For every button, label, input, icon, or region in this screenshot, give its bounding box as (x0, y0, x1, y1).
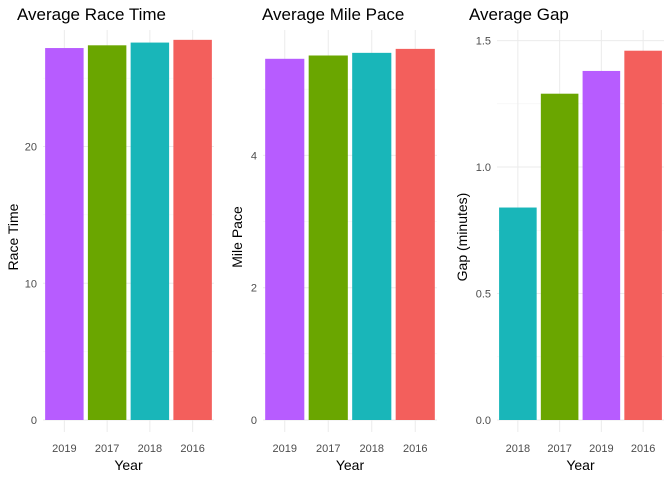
bar-2018 (499, 207, 537, 420)
bar-2016 (395, 48, 435, 420)
x-tick-label: 2016 (631, 443, 655, 455)
y-tick-label: 20 (25, 142, 37, 154)
y-tick-label: 0.5 (476, 289, 491, 301)
x-tick-label: 2019 (273, 443, 297, 455)
x-tick-label: 2018 (360, 443, 384, 455)
y-tick-label: 1.0 (476, 162, 491, 174)
y-tick-label: 0.0 (476, 415, 491, 427)
chart-panel-3: 0.0 0.5 1.0 1.5 2018 2017 2019 2016 Year Gap (min… (454, 5, 664, 473)
bar-2017 (87, 45, 127, 420)
bar-2016 (624, 50, 662, 421)
y-tick-label: 1.5 (476, 36, 491, 48)
y-tick-label: 0 (31, 415, 37, 427)
chart-panel-1: 0 10 20 2019 2017 2018 2016 Year Race Time Averag… (5, 5, 214, 473)
bar-2019 (265, 58, 305, 421)
y-tick-label: 2 (251, 283, 257, 295)
x-axis-label: Year (566, 457, 595, 473)
y-axis-label: Gap (minutes) (454, 193, 470, 282)
x-tick-label: 2019 (589, 443, 613, 455)
y-axis-label: Mile Pace (229, 206, 245, 268)
chart-title: Average Race Time (17, 5, 166, 24)
x-tick-label: 2016 (180, 443, 204, 455)
bar-2018 (130, 42, 170, 420)
x-tick-label: 2018 (138, 443, 162, 455)
y-tick-label: 10 (25, 278, 37, 290)
chart-panel-2: 0 2 4 2019 2017 2018 2016 Year Mile Pace Average … (229, 5, 437, 473)
bar-2018 (352, 52, 392, 420)
x-axis-label: Year (114, 457, 143, 473)
chart-title: Average Gap (469, 5, 569, 24)
x-axis-label: Year (336, 457, 365, 473)
x-tick-label: 2017 (95, 443, 119, 455)
x-tick-label: 2017 (547, 443, 571, 455)
x-tick-label: 2019 (52, 443, 76, 455)
chart-title: Average Mile Pace (262, 5, 404, 24)
bar-2019 (582, 70, 621, 421)
bar-2017 (308, 55, 348, 420)
bar-2016 (173, 39, 212, 420)
x-tick-label: 2016 (403, 443, 427, 455)
y-tick-label: 4 (251, 150, 257, 162)
x-tick-label: 2018 (506, 443, 530, 455)
x-tick-label: 2017 (316, 443, 340, 455)
y-axis-label: Race Time (5, 203, 21, 270)
y-tick-label: 0 (251, 415, 257, 427)
bar-2019 (45, 48, 84, 420)
bar-2017 (540, 93, 579, 421)
